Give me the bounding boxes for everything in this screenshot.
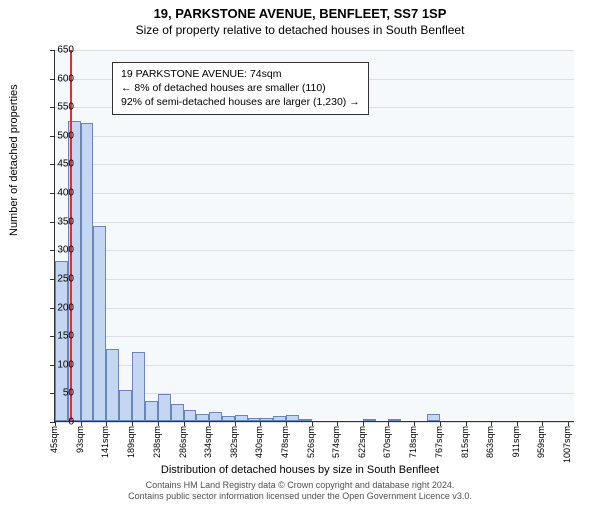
xtick-label: 622sqm — [357, 426, 367, 458]
histogram-bar — [145, 401, 158, 421]
ytick-label: 300 — [34, 245, 74, 256]
xtick-label: 93sqm — [75, 426, 85, 453]
gridline — [55, 422, 574, 423]
ytick-label: 0 — [34, 417, 74, 428]
histogram-bar — [93, 226, 106, 421]
ytick-label: 400 — [34, 188, 74, 199]
histogram-bar — [363, 419, 376, 421]
gridline — [55, 250, 574, 251]
histogram-bar — [81, 123, 94, 421]
gridline — [55, 164, 574, 165]
histogram-bar — [106, 349, 119, 421]
xtick-label: 959sqm — [536, 426, 546, 458]
info-line-2: ← 8% of detached houses are smaller (110… — [121, 81, 360, 95]
histogram-bar — [388, 419, 401, 421]
xtick-label: 238sqm — [152, 426, 162, 458]
histogram-bar — [158, 394, 171, 421]
gridline — [55, 50, 574, 51]
ytick-label: 350 — [34, 216, 74, 227]
footer: Contains HM Land Registry data © Crown c… — [0, 480, 600, 503]
gridline — [55, 193, 574, 194]
address-title: 19, PARKSTONE AVENUE, BENFLEET, SS7 1SP — [0, 6, 600, 21]
gridline — [55, 336, 574, 337]
xtick-label: 863sqm — [485, 426, 495, 458]
ytick-label: 250 — [34, 273, 74, 284]
info-line-1: 19 PARKSTONE AVENUE: 74sqm — [121, 67, 360, 81]
histogram-bar — [299, 419, 312, 421]
subtitle: Size of property relative to detached ho… — [0, 23, 600, 37]
histogram-bar — [184, 410, 197, 421]
chart-container: 19 PARKSTONE AVENUE: 74sqm ← 8% of detac… — [54, 50, 574, 422]
histogram-bar — [260, 418, 273, 421]
ytick-label: 500 — [34, 130, 74, 141]
ytick-label: 50 — [34, 388, 74, 399]
ytick-label: 600 — [34, 73, 74, 84]
xtick-label: 478sqm — [280, 426, 290, 458]
ytick-label: 550 — [34, 102, 74, 113]
xtick-label: 718sqm — [408, 426, 418, 458]
histogram-bar — [222, 416, 235, 421]
histogram-bar — [171, 404, 184, 421]
histogram-bar — [132, 352, 145, 421]
xtick-label: 286sqm — [178, 426, 188, 458]
xtick-label: 45sqm — [49, 426, 59, 453]
xtick-label: 1007sqm — [562, 426, 572, 463]
histogram-bar — [119, 390, 132, 421]
footer-line-2: Contains public sector information licen… — [0, 491, 600, 502]
xtick-label: 911sqm — [511, 426, 521, 457]
ytick-label: 100 — [34, 359, 74, 370]
gridline — [55, 308, 574, 309]
info-line-3: 92% of semi-detached houses are larger (… — [121, 95, 360, 109]
histogram-bar — [273, 416, 286, 421]
histogram-bar — [427, 414, 440, 421]
xtick-label: 815sqm — [460, 426, 470, 458]
ytick-label: 450 — [34, 159, 74, 170]
ytick-label: 150 — [34, 331, 74, 342]
x-axis-label: Distribution of detached houses by size … — [0, 464, 600, 476]
y-axis-label: Number of detached properties — [8, 84, 20, 236]
xtick-label: 334sqm — [203, 426, 213, 458]
histogram-bar — [286, 415, 299, 421]
xtick-label: 526sqm — [306, 426, 316, 458]
histogram-bar — [196, 414, 209, 421]
gridline — [55, 136, 574, 137]
xtick-label: 670sqm — [382, 426, 392, 458]
ytick-label: 200 — [34, 302, 74, 313]
gridline — [55, 279, 574, 280]
xtick-label: 189sqm — [126, 426, 136, 458]
gridline — [55, 222, 574, 223]
histogram-bar — [248, 418, 261, 421]
xtick-label: 382sqm — [229, 426, 239, 458]
info-box: 19 PARKSTONE AVENUE: 74sqm ← 8% of detac… — [112, 62, 369, 115]
xtick-label: 141sqm — [100, 426, 110, 458]
xtick-label: 430sqm — [254, 426, 264, 458]
xtick-label: 767sqm — [434, 426, 444, 458]
histogram-bar — [209, 412, 222, 421]
ytick-label: 650 — [34, 45, 74, 56]
xtick-label: 574sqm — [331, 426, 341, 458]
footer-line-1: Contains HM Land Registry data © Crown c… — [0, 480, 600, 491]
histogram-bar — [235, 415, 248, 421]
